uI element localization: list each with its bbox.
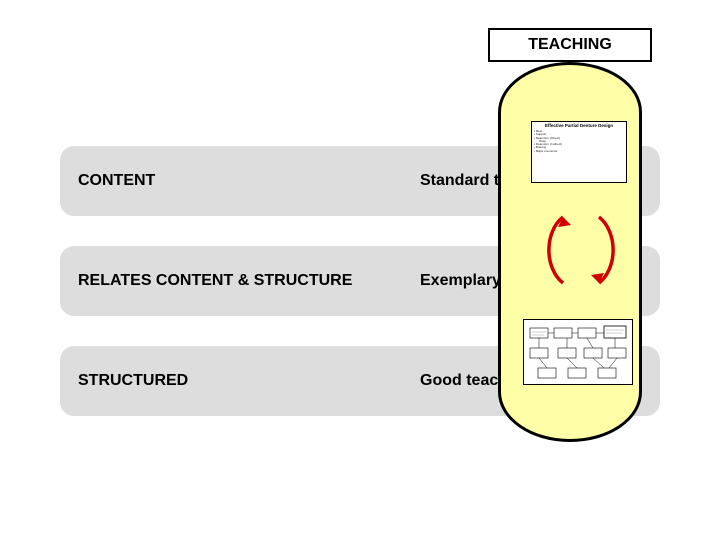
panel-doc-title: Effective Partial Denture Design bbox=[532, 122, 626, 128]
teaching-header-label: TEACHING bbox=[528, 36, 612, 54]
teaching-capsule: Effective Partial Denture Design • Rest … bbox=[498, 62, 642, 442]
panel-document-outline: Effective Partial Denture Design • Rest … bbox=[531, 121, 627, 183]
row-left-label: STRUCTURED bbox=[78, 371, 368, 390]
cycle-arrows-icon bbox=[541, 205, 621, 295]
row-left-label: RELATES CONTENT & STRUCTURE bbox=[78, 271, 368, 290]
slide-stage: CONTENT Standard teaching RELATES CONTEN… bbox=[0, 0, 720, 540]
row-left-label: CONTENT bbox=[78, 171, 368, 190]
mini-flowchart-icon bbox=[524, 320, 634, 386]
teaching-header: TEACHING bbox=[488, 28, 652, 62]
panel-flowchart bbox=[523, 319, 633, 385]
panel-doc-body: • Rest • Support • Retention [Direct] cl… bbox=[532, 128, 626, 155]
